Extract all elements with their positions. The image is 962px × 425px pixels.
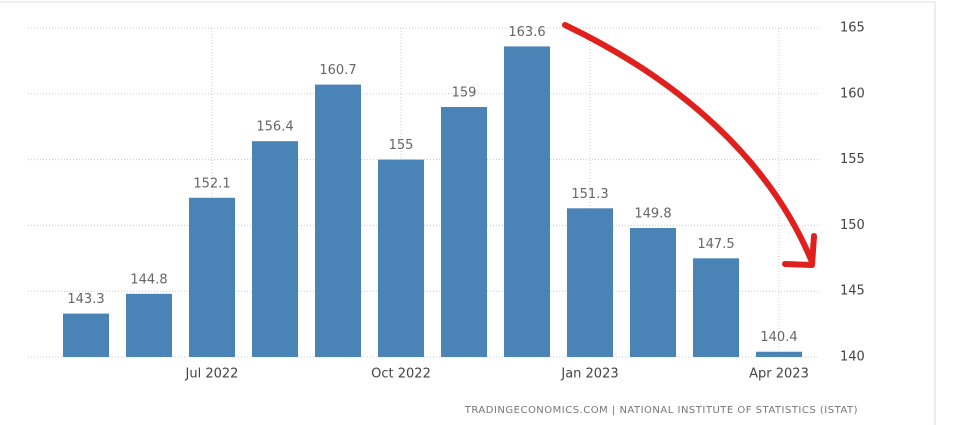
bar bbox=[693, 258, 739, 357]
y-tick-label: 140 bbox=[840, 350, 865, 365]
y-tick-label: 150 bbox=[840, 218, 865, 233]
value-label: 143.3 bbox=[67, 292, 104, 307]
x-tick-label: Jan 2023 bbox=[560, 367, 618, 382]
value-label: 152.1 bbox=[193, 176, 230, 191]
bar bbox=[756, 351, 802, 357]
value-label: 144.8 bbox=[130, 272, 167, 287]
value-label: 159 bbox=[452, 85, 477, 100]
bar bbox=[441, 106, 487, 358]
bar bbox=[567, 208, 613, 357]
x-tick-label: Jul 2022 bbox=[185, 367, 239, 382]
bar bbox=[630, 228, 676, 357]
bar bbox=[504, 46, 550, 357]
value-label: 160.7 bbox=[319, 63, 356, 78]
y-tick-label: 155 bbox=[840, 152, 865, 167]
value-label: 155 bbox=[389, 138, 414, 153]
y-tick-label: 165 bbox=[840, 21, 865, 36]
x-tick-label: Oct 2022 bbox=[371, 367, 431, 382]
bar bbox=[315, 84, 361, 357]
arrow-shaft bbox=[562, 22, 815, 265]
x-tick-label: Apr 2023 bbox=[749, 367, 809, 382]
value-label: 151.3 bbox=[571, 187, 608, 202]
bar bbox=[189, 197, 235, 357]
annotation-arrow bbox=[562, 22, 817, 268]
value-label: 147.5 bbox=[697, 237, 734, 252]
value-label: 140.4 bbox=[760, 330, 797, 345]
value-label: 149.8 bbox=[634, 207, 671, 222]
value-label: 156.4 bbox=[256, 120, 293, 135]
arrow-head bbox=[782, 233, 817, 268]
y-tick-label: 160 bbox=[840, 86, 865, 101]
source: TRADINGECONOMICS.COM | NATIONAL INSTITUT… bbox=[464, 405, 858, 416]
value-label: 163.6 bbox=[508, 25, 545, 40]
y-tick-label: 145 bbox=[840, 284, 865, 299]
bar bbox=[63, 313, 109, 357]
bar bbox=[378, 159, 424, 357]
bar bbox=[252, 141, 298, 357]
bar bbox=[126, 293, 172, 357]
